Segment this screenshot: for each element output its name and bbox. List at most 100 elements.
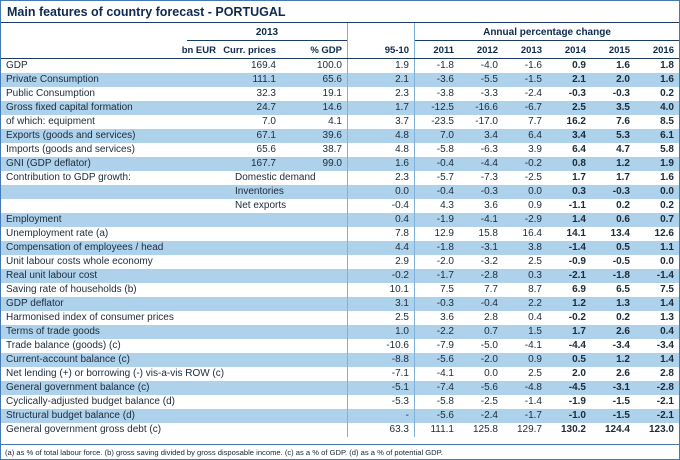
value-cell: 12.6 xyxy=(654,228,674,239)
value-cell: 1.2 xyxy=(616,354,630,365)
value-cell xyxy=(221,269,281,283)
value-cell: -6.3 xyxy=(480,144,498,155)
value-cell: -0.3 xyxy=(612,88,630,99)
value-cell: 13.4 xyxy=(610,228,630,239)
value-cell: 0.7 xyxy=(660,214,674,225)
value-cell: 169.4 xyxy=(250,60,276,71)
value-cell xyxy=(221,353,281,367)
value-cell: -1.8 xyxy=(436,60,454,71)
column-divider xyxy=(347,23,348,41)
column-divider xyxy=(347,73,348,87)
column-divider xyxy=(347,129,348,143)
value-cell: 0.9 xyxy=(528,200,542,211)
value-cell: 0.0 xyxy=(528,186,542,197)
value-cell: 6.1 xyxy=(660,130,674,141)
col-2013: 2013 xyxy=(520,45,542,56)
value-cell xyxy=(221,227,281,241)
value-cell: 2.9 xyxy=(395,256,409,267)
col-2014: 2014 xyxy=(564,45,586,56)
column-divider xyxy=(414,353,415,367)
value-cell: 1.2 xyxy=(572,298,586,309)
value-cell: 2.5 xyxy=(572,102,586,113)
table-row: GDP deflator 3.1 -0.3 -0.4 2.2 1.2 1.3 1.4 xyxy=(1,297,679,311)
value-cell: 0.4 xyxy=(395,214,409,225)
value-cell xyxy=(281,395,347,409)
value-cell: 130.2 xyxy=(560,424,586,435)
value-cell: -17.0 xyxy=(475,116,498,127)
table-row: of which: equipment 7.0 4.1 3.7 -23.5 -17.0 7.… xyxy=(1,115,679,129)
value-cell: -2.4 xyxy=(524,88,542,99)
value-cell: -8.8 xyxy=(391,354,409,365)
column-divider xyxy=(414,143,415,157)
value-cell: 1.6 xyxy=(660,74,674,85)
value-cell: 0.4 xyxy=(660,326,674,337)
row-label xyxy=(1,185,221,199)
row-label: Public Consumption xyxy=(6,88,95,99)
value-cell xyxy=(221,423,281,437)
table-row: Cyclically-adjusted budget balance (d) -5… xyxy=(1,395,679,409)
value-cell: -1.7 xyxy=(524,410,542,421)
row-label: Net lending (+) or borrowing (-) vis-a-v… xyxy=(6,368,225,379)
row-label: Private Consumption xyxy=(6,74,99,85)
value-cell xyxy=(221,409,281,423)
value-cell: - xyxy=(405,410,409,421)
column-divider xyxy=(347,87,348,101)
value-cell: 67.1 xyxy=(256,130,276,141)
value-cell: -2.4 xyxy=(480,410,498,421)
value-cell: -1.7 xyxy=(436,270,454,281)
page-title: Main features of country forecast - PORT… xyxy=(1,1,679,23)
value-cell: -1.8 xyxy=(612,270,630,281)
value-cell: 0.3 xyxy=(572,186,586,197)
value-cell: 2.8 xyxy=(484,312,498,323)
value-cell: 7.0 xyxy=(440,130,454,141)
group-header-row: 2013 Annual percentage change xyxy=(1,23,679,41)
value-cell: 7.5 xyxy=(660,284,674,295)
value-cell: 4.1 xyxy=(328,116,342,127)
value-cell: -3.2 xyxy=(480,256,498,267)
column-divider xyxy=(414,129,415,143)
table-row: Net exports -0.4 4.3 3.6 0.9 -1.1 0.2 0.2 xyxy=(1,199,679,213)
value-cell xyxy=(281,423,347,437)
value-cell xyxy=(221,311,281,325)
value-cell: 4.3 xyxy=(440,200,454,211)
value-cell xyxy=(281,241,347,255)
value-cell: -3.4 xyxy=(612,340,630,351)
value-cell: 3.7 xyxy=(395,116,409,127)
row-label: Imports (goods and services) xyxy=(6,144,135,155)
value-cell: 0.5 xyxy=(572,354,586,365)
value-cell: 1.6 xyxy=(616,60,630,71)
value-cell: 1.2 xyxy=(616,158,630,169)
value-cell: 3.6 xyxy=(484,200,498,211)
value-cell: 16.4 xyxy=(522,228,542,239)
value-cell: -4.5 xyxy=(568,382,586,393)
value-cell: -2.0 xyxy=(480,354,498,365)
value-cell xyxy=(281,283,347,297)
value-cell: 15.8 xyxy=(478,228,498,239)
value-cell xyxy=(281,269,347,283)
value-cell: 4.8 xyxy=(395,144,409,155)
column-divider xyxy=(414,367,415,381)
column-divider xyxy=(347,59,348,73)
value-cell: 0.9 xyxy=(572,60,586,71)
value-cell: 0.5 xyxy=(616,242,630,253)
value-cell: -7.3 xyxy=(480,172,498,183)
value-cell: -4.4 xyxy=(480,158,498,169)
value-cell: 3.1 xyxy=(395,298,409,309)
value-cell: -2.9 xyxy=(524,214,542,225)
value-cell: 0.8 xyxy=(572,158,586,169)
value-cell: 6.9 xyxy=(572,284,586,295)
value-cell: -2.2 xyxy=(436,326,454,337)
table-row: Public Consumption 32.3 19.1 2.3 -3.8 -3.3 -2.… xyxy=(1,87,679,101)
value-cell: 2.6 xyxy=(616,368,630,379)
column-divider xyxy=(414,87,415,101)
column-divider xyxy=(347,241,348,255)
value-cell xyxy=(221,381,281,395)
value-cell: 1.7 xyxy=(572,326,586,337)
value-cell: -1.5 xyxy=(524,74,542,85)
value-cell: -0.4 xyxy=(436,158,454,169)
row-label: GNI (GDP deflator) xyxy=(6,158,91,169)
row-sublabel: Inventories xyxy=(235,186,284,197)
column-divider xyxy=(414,171,415,185)
column-divider xyxy=(347,325,348,339)
value-cell: 7.7 xyxy=(528,116,542,127)
